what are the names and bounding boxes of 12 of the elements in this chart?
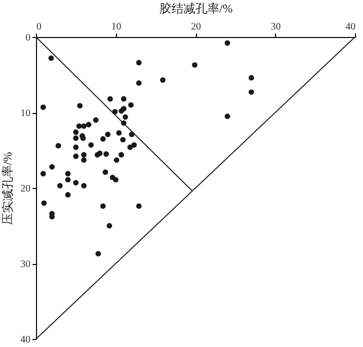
x-tick-label: 10 (111, 22, 122, 32)
x-tick-label: 0 (36, 22, 42, 32)
y-tick-label: 40 (20, 334, 30, 346)
y-tick-label: 0 (26, 32, 30, 44)
y-tick-label: 30 (20, 259, 30, 270)
x-tick-label: 40 (346, 22, 356, 32)
y-tick-label: 10 (20, 108, 30, 119)
y-tick-label: 20 (20, 184, 30, 194)
x-tick-label: 20 (191, 22, 201, 32)
x-tick-label: 30 (270, 22, 281, 32)
x-axis-title: 胶结减孔率/% (159, 2, 233, 16)
y-axis-title: 压实减孔率/% (0, 152, 14, 226)
